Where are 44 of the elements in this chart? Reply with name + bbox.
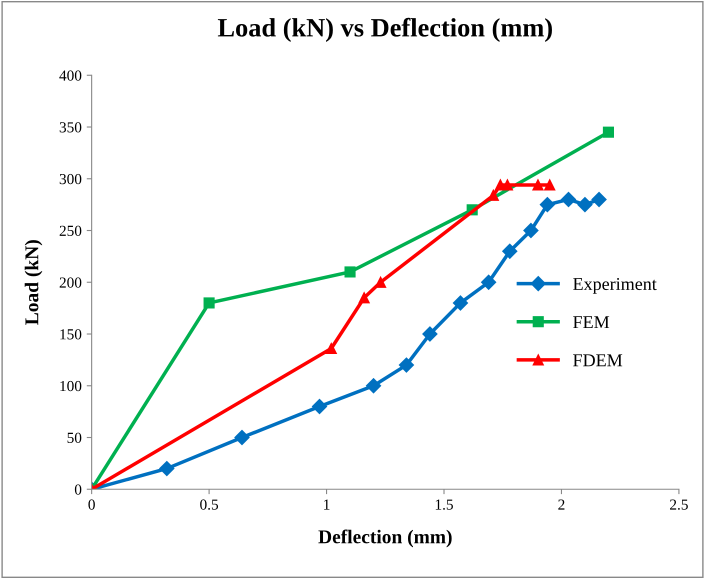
- y-tick-label: 150: [60, 329, 82, 340]
- y-tick-label: 350: [60, 122, 82, 132]
- point: [422, 326, 438, 342]
- point: [358, 292, 370, 304]
- point: [488, 190, 499, 201]
- point: [159, 460, 174, 476]
- point: [375, 276, 386, 288]
- point: [532, 179, 544, 191]
- point: [540, 197, 555, 212]
- legend-label: Experiment: [573, 278, 657, 294]
- x-axis-title: Deflection (mm): [318, 530, 452, 548]
- y-tick-label: 250: [60, 226, 82, 236]
- point: [398, 357, 414, 373]
- x-tick-label: 2: [558, 499, 564, 510]
- y-tick-label: 400: [59, 70, 82, 81]
- point: [560, 192, 576, 208]
- x-tick-label: 1: [324, 499, 330, 510]
- x-tick-label: 2.5: [670, 499, 688, 510]
- x-tick-label: 0: [88, 499, 95, 510]
- y-axis-title: Load (kN): [24, 240, 42, 325]
- point: [344, 266, 356, 278]
- y-tick-label: 200: [60, 277, 82, 288]
- point: [326, 342, 337, 354]
- x-tick-label: 0.5: [200, 499, 218, 510]
- point: [234, 430, 250, 446]
- legend-label: FDEM: [573, 354, 622, 366]
- y-tick-label: 100: [60, 380, 82, 392]
- chart-title: Load (kN) vs Deflection (mm): [218, 18, 552, 42]
- point: [523, 222, 538, 238]
- point: [591, 192, 607, 208]
- point: [481, 274, 496, 290]
- y-tick-label: 300: [60, 174, 82, 184]
- point: [366, 378, 382, 394]
- y-tick-label: 50: [68, 432, 82, 443]
- point: [452, 295, 468, 311]
- point: [312, 398, 328, 414]
- x-tick-label: 1.5: [436, 499, 453, 510]
- y-tick-label: 0: [74, 484, 82, 495]
- point: [204, 297, 215, 309]
- point: [502, 244, 518, 259]
- point: [577, 197, 593, 212]
- point: [602, 126, 614, 138]
- point: [544, 179, 556, 191]
- legend-label: FEM: [573, 316, 610, 328]
